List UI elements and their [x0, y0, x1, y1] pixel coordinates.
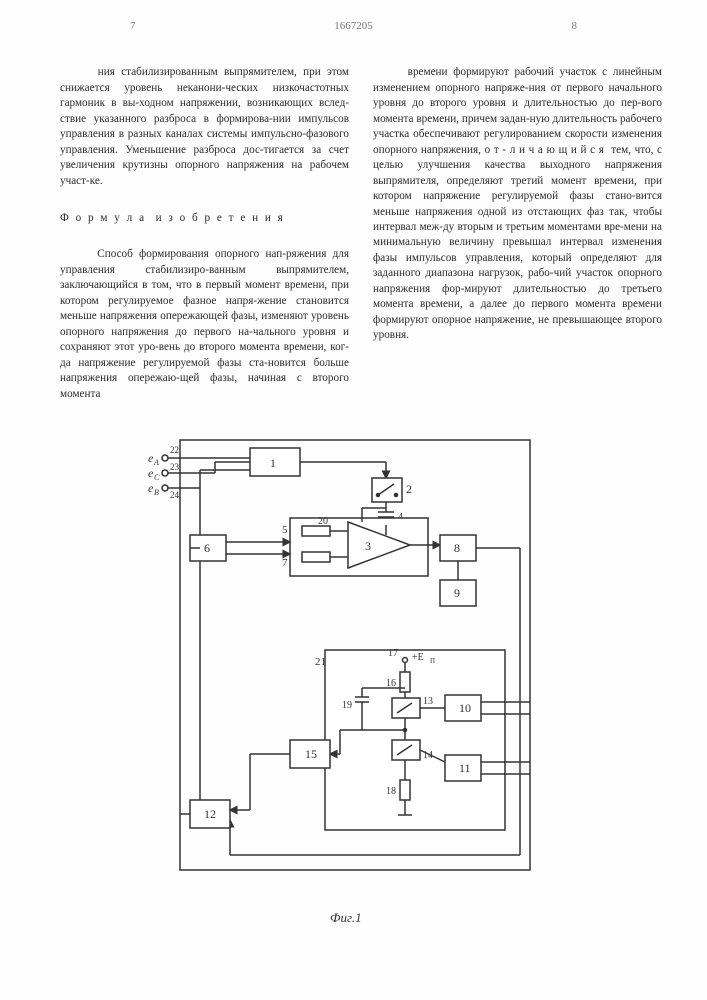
col1-para1: ния стабилизированным выпрямителем, при … — [60, 66, 352, 186]
svg-text:1: 1 — [270, 456, 276, 470]
patent-page: 7 1667205 8 ния стабилизированным выпрям… — [0, 0, 707, 1000]
svg-text:19: 19 — [342, 700, 352, 711]
page-number-right: 8 — [572, 20, 578, 32]
svg-text:24: 24 — [170, 490, 180, 500]
text-columns: ния стабилизированным выпрямителем, при … — [60, 50, 662, 410]
svg-text:7: 7 — [282, 557, 288, 569]
circuit-diagram: eA 22 eC 23 eB 24 1 — [130, 430, 570, 910]
svg-text:23: 23 — [170, 462, 180, 472]
svg-text:6: 6 — [204, 541, 210, 555]
svg-text:5: 5 — [282, 524, 288, 536]
figure-caption: Фиг.1 — [330, 910, 362, 926]
svg-text:17: 17 — [388, 648, 398, 659]
col2-para1: времени формируют рабочий участок с лине… — [373, 66, 665, 341]
svg-text:+E: +E — [412, 652, 424, 663]
svg-text:13: 13 — [423, 696, 433, 707]
svg-text:A: A — [153, 458, 159, 467]
svg-text:21: 21 — [315, 656, 326, 668]
svg-text:П: П — [430, 657, 435, 665]
terminals: eA 22 eC 23 eB 24 — [148, 445, 250, 500]
formula-title: Ф о р м у л а и з о б р е т е н и я — [60, 211, 349, 226]
svg-text:15: 15 — [305, 747, 317, 761]
svg-text:C: C — [154, 473, 160, 482]
column-right: времени формируют рабочий участок с лине… — [373, 50, 662, 410]
svg-text:12: 12 — [204, 807, 216, 821]
svg-text:B: B — [154, 488, 159, 497]
col1-para2: Способ формирования опорного нап-ряжения… — [60, 248, 352, 399]
diagram-svg: eA 22 eC 23 eB 24 1 — [130, 430, 570, 910]
svg-text:3: 3 — [365, 539, 371, 553]
column-left: ния стабилизированным выпрямителем, при … — [60, 50, 349, 410]
svg-text:11: 11 — [459, 761, 471, 775]
page-number-left: 7 — [130, 20, 136, 32]
svg-text:10: 10 — [459, 701, 471, 715]
svg-text:9: 9 — [454, 586, 460, 600]
svg-text:8: 8 — [454, 541, 460, 555]
svg-text:18: 18 — [386, 786, 396, 797]
patent-number: 1667205 — [334, 20, 373, 32]
svg-text:2: 2 — [406, 482, 412, 496]
svg-text:22: 22 — [170, 445, 179, 455]
